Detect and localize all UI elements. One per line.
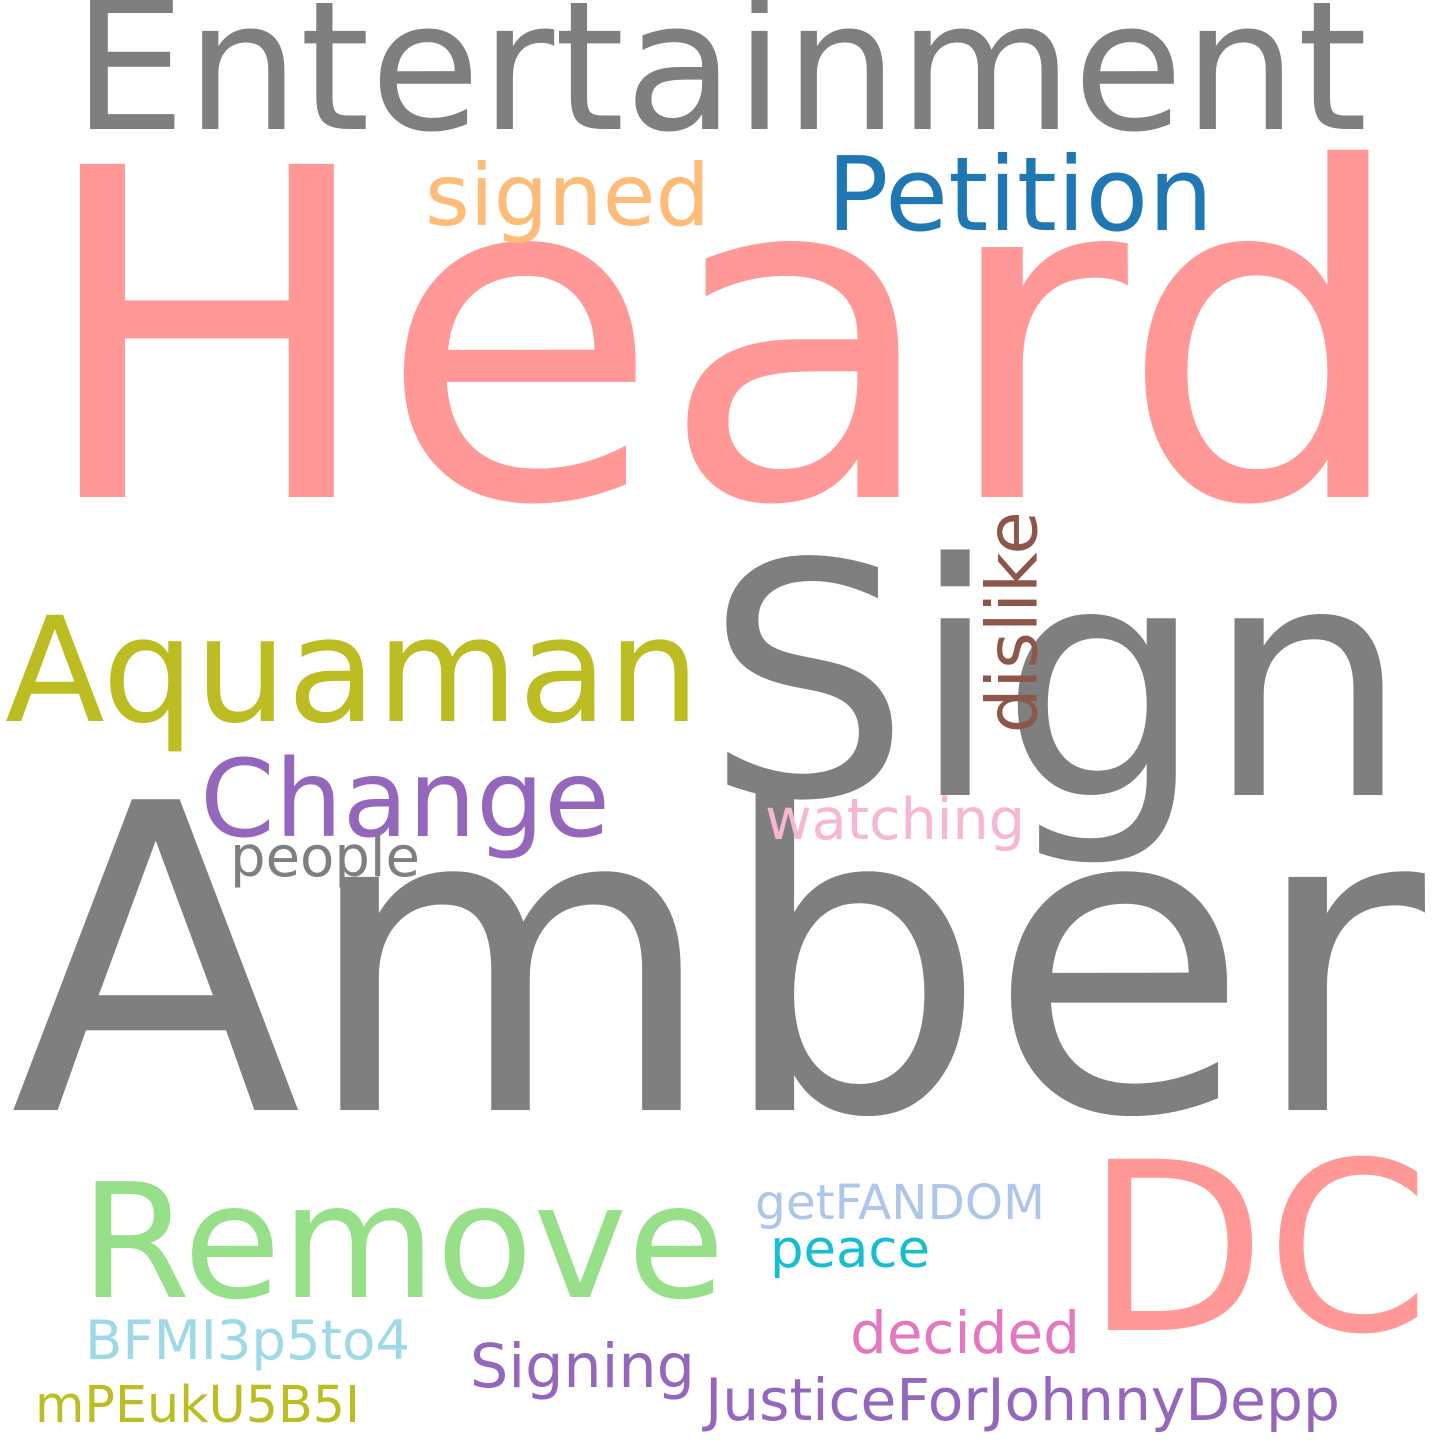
word-peace: peace: [770, 1218, 930, 1280]
word-decided: decided: [850, 1298, 1080, 1367]
word-aquaman: Aquaman: [5, 586, 700, 756]
word-mpeuk: mPEukU5B5I: [35, 1375, 360, 1435]
word-change: Change: [200, 738, 610, 863]
word-amber: Amber: [10, 713, 1425, 1211]
word-dislike: dislike: [971, 511, 1054, 734]
word-signing: Signing: [470, 1332, 695, 1403]
word-signed: signed: [425, 145, 710, 246]
word-entertainment: Entertainment: [72, 0, 1368, 173]
word-petition: Petition: [826, 135, 1214, 255]
word-getfandom: getFANDOM: [755, 1174, 1045, 1231]
word-justice: JusticeForJohnnyDepp: [705, 1366, 1340, 1435]
word-remove: Remove: [80, 1150, 725, 1336]
word-bfmi: BFMI3p5to4: [85, 1308, 410, 1373]
word-dc: DC: [1085, 1113, 1430, 1387]
word-heard: Heard: [35, 72, 1410, 605]
word-watching: watching: [765, 786, 1025, 853]
word-people: people: [230, 824, 420, 890]
word-sign: Sign: [705, 495, 1410, 872]
